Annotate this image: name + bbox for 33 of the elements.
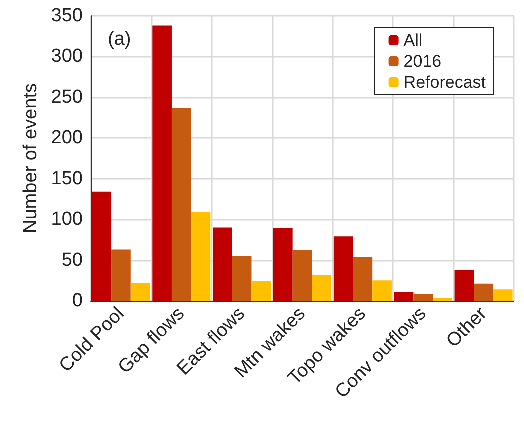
legend-label: Reforecast xyxy=(404,73,486,92)
legend-label: All xyxy=(404,31,423,50)
bar xyxy=(474,284,494,301)
bar xyxy=(372,280,392,301)
bar xyxy=(312,274,332,301)
bar xyxy=(414,294,434,301)
bar xyxy=(232,256,252,301)
y-tick-label: 50 xyxy=(62,250,83,271)
bar xyxy=(273,228,293,301)
bar xyxy=(130,283,150,301)
bar xyxy=(213,228,232,301)
bar xyxy=(92,192,112,301)
y-tick-label: 350 xyxy=(51,6,83,26)
legend-label: 2016 xyxy=(404,52,442,71)
bar xyxy=(394,292,414,301)
bar xyxy=(172,108,192,301)
bar xyxy=(292,250,312,301)
bar xyxy=(454,270,474,301)
y-tick-label: 250 xyxy=(51,86,83,108)
y-axis-title: Number of events xyxy=(20,84,42,234)
bar xyxy=(152,26,172,301)
y-tick-label: 0 xyxy=(72,290,83,312)
bar xyxy=(493,290,513,301)
bar xyxy=(191,212,211,301)
bar xyxy=(252,281,272,301)
bar xyxy=(334,236,354,301)
y-tick-label: 200 xyxy=(51,128,83,149)
annotation: (a) xyxy=(108,29,132,50)
y-tick-label: 300 xyxy=(51,46,83,68)
y-tick-label: 100 xyxy=(51,209,83,230)
bar xyxy=(112,250,131,301)
y-tick-label: 150 xyxy=(51,168,83,190)
bar xyxy=(353,257,373,301)
